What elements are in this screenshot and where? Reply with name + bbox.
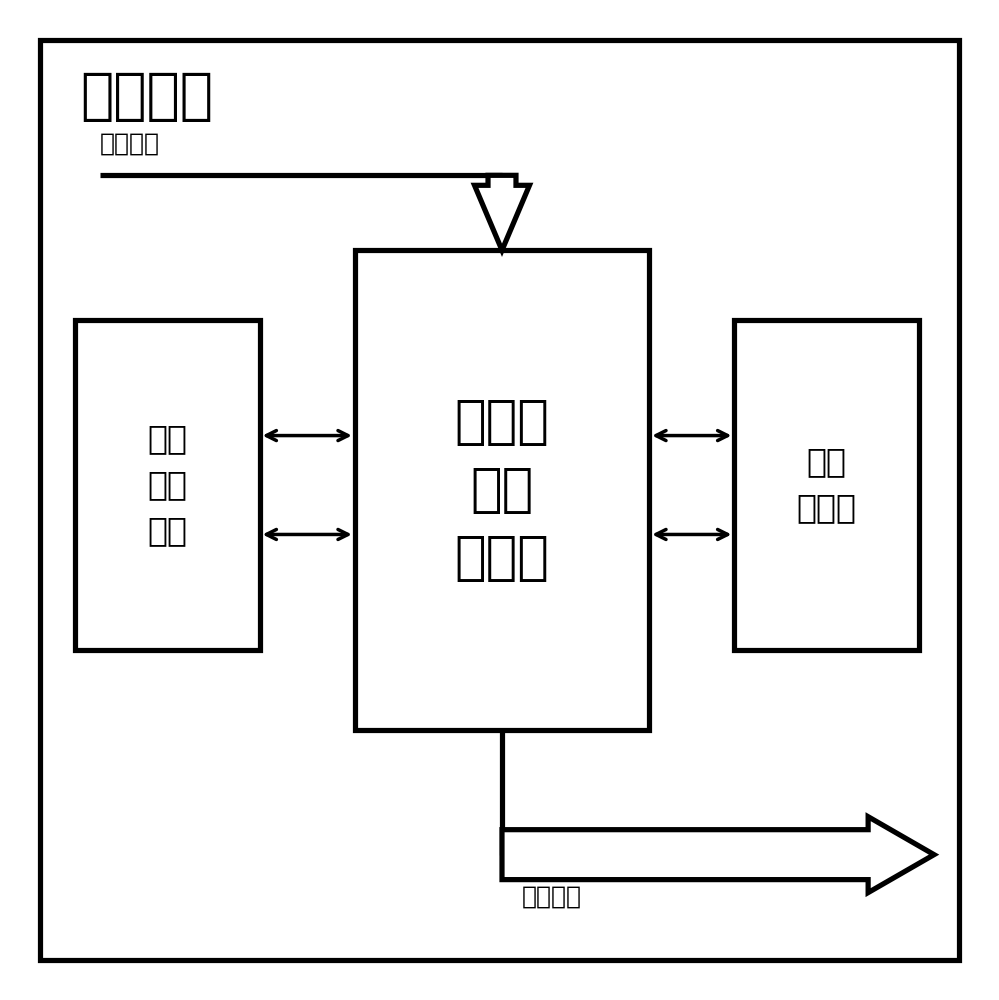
Text: 内存代理: 内存代理 xyxy=(80,70,213,124)
Text: 请求队列: 请求队列 xyxy=(100,131,160,155)
Text: 协议
转换表: 协议 转换表 xyxy=(796,446,857,525)
Bar xyxy=(75,320,260,650)
Bar xyxy=(355,250,649,730)
Text: 完成队列: 完成队列 xyxy=(521,885,582,909)
Text: 协议
状态
管理: 协议 状态 管理 xyxy=(147,423,188,548)
Polygon shape xyxy=(501,817,934,893)
Bar xyxy=(734,320,919,650)
Text: 一致性
协议
流水线: 一致性 协议 流水线 xyxy=(455,396,549,584)
Polygon shape xyxy=(475,175,529,250)
